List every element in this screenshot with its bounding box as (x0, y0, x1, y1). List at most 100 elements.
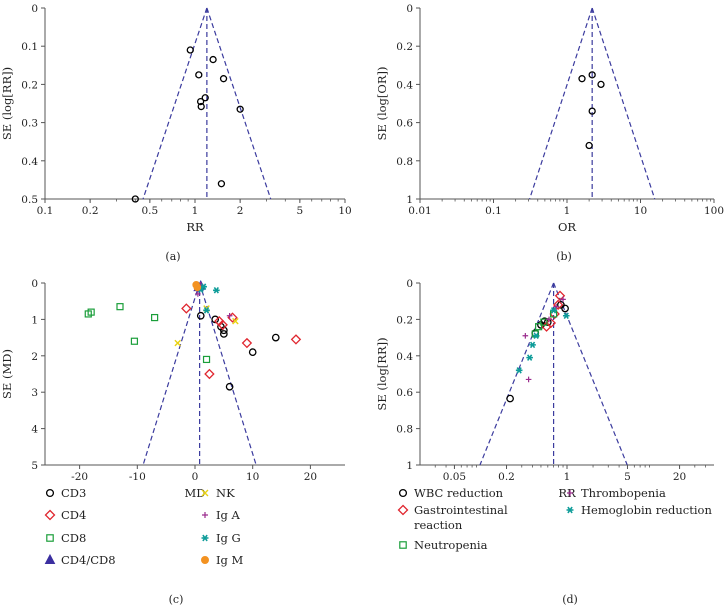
data-point (196, 97, 205, 106)
point-ig-g (203, 307, 210, 314)
point-cd4 (217, 319, 228, 331)
funnel-right-limit (553, 282, 628, 466)
data-point (588, 107, 596, 115)
point-cd3 (225, 382, 234, 391)
y-axis-label: SE (log[RR]) (375, 337, 389, 410)
point-cd8 (151, 313, 159, 322)
panel-b: 0.01 0.1 1 10 100 0 0.2 0.4 0.6 0.8 1 OR SE (log[OR]… (375, 3, 724, 234)
legend-item-ig-m: Ig M (201, 553, 244, 567)
funnel-right-limit (206, 7, 272, 200)
data-point (597, 80, 605, 89)
legend-marker (45, 488, 55, 498)
point-cd3 (271, 333, 280, 342)
y-tick-label: 4 (31, 424, 38, 436)
legend-item-cd3: CD3 (45, 486, 86, 500)
point-hemoglobin-reduction (529, 341, 536, 349)
legend-marker (44, 509, 56, 521)
legend-label: Ig M (216, 553, 244, 567)
legend-marker (201, 556, 209, 564)
y-tick-label: 3 (31, 387, 38, 399)
point-cd3 (211, 315, 220, 324)
y-tick-label: 0 (406, 3, 413, 15)
x-tick-label: 10 (338, 205, 351, 217)
legend-label: Gastrointestinal (414, 503, 508, 517)
x-axis-label: RR (186, 220, 204, 234)
panel-label-c: (c) (169, 593, 184, 606)
y-tick-label: 0 (31, 3, 38, 15)
funnel-right-limit (591, 7, 656, 200)
x-tick-label: 0.1 (37, 205, 54, 217)
point-gastrointestinal-reaction (554, 290, 566, 301)
x-tick-label: 1 (564, 471, 571, 483)
legend-label: Hemoglobin reduction (581, 503, 712, 517)
y-tick-label: 1 (31, 314, 38, 326)
legend-marker (201, 534, 209, 542)
y-tick-label: 0.4 (396, 351, 413, 363)
data-point (236, 105, 244, 113)
point-thrombopenia (553, 303, 559, 310)
point-ig-g (200, 283, 207, 290)
data-point (197, 102, 205, 111)
x-tick-label: -20 (71, 471, 88, 483)
y-tick-label: 0.2 (21, 79, 38, 91)
point-gastrointestinal-reaction (552, 299, 564, 311)
data-point (186, 46, 194, 54)
point-thrombopenia (525, 376, 532, 383)
y-tick-label: 0.3 (21, 118, 38, 130)
y-tick-label: 0.8 (396, 424, 413, 436)
point-ig-m (193, 283, 202, 292)
y-tick-label: 0 (31, 278, 38, 290)
data-point (578, 75, 586, 83)
x-tick-label: 20 (304, 471, 317, 483)
x-tick-label: 1 (564, 205, 571, 217)
x-tick-label: 1 (192, 205, 199, 217)
y-tick-label: 0.2 (396, 314, 413, 326)
x-tick-label: 0.2 (82, 205, 99, 217)
y-tick-label: 0.6 (396, 387, 413, 399)
legend-label: CD4/CD8 (61, 553, 116, 567)
x-tick-label: 0.01 (408, 205, 431, 217)
legend-item-cd4: CD4 (44, 508, 86, 522)
legend-label: Thrombopenia (581, 486, 666, 500)
point-cd8 (116, 303, 124, 311)
point-thrombopenia (560, 296, 566, 303)
funnel-left-limit (529, 7, 593, 200)
legend-label: CD3 (61, 486, 86, 500)
x-tick-label: 2 (237, 205, 244, 217)
point-neutropenia (535, 323, 543, 331)
point-cd4 (241, 337, 253, 349)
legend-marker (46, 534, 54, 542)
legend-marker (202, 512, 208, 518)
x-tick-label: 5 (297, 205, 304, 217)
y-tick-label: 5 (31, 460, 38, 472)
point-wbc-reduction (561, 304, 569, 313)
x-axis-label: OR (558, 220, 576, 234)
legend-marker (399, 541, 407, 549)
x-tick-label: -10 (129, 471, 146, 483)
x-tick-label: 0.05 (443, 471, 466, 483)
point-thrombopenia (546, 316, 552, 323)
legend-label: Ig G (216, 531, 241, 545)
point-hemoglobin-reduction (526, 354, 533, 361)
legend-item-ig-a: Ig A (202, 508, 241, 522)
point-cd8 (130, 337, 139, 345)
x-tick-label: 20 (673, 471, 686, 483)
point-cd3 (219, 330, 228, 338)
y-tick-label: 0.6 (396, 118, 413, 130)
funnel-left-limit (479, 282, 555, 466)
data-point (209, 55, 217, 64)
y-tick-label: 0.4 (21, 156, 38, 168)
x-tick-label: 5 (624, 471, 631, 483)
point-nk (174, 339, 181, 347)
x-tick-label: 0.2 (498, 471, 515, 483)
panel-c: -20 -10 0 10 20 0 1 2 3 4 5 MD SE (MD) (0, 278, 345, 500)
x-tick-label: 0.1 (485, 205, 502, 217)
y-axis-label: SE (log[RR]) (0, 67, 14, 140)
legend-item-wbc-reduction: WBC reduction (398, 486, 504, 500)
data-point (219, 75, 228, 83)
point-cd4 (204, 368, 215, 380)
x-axis-label: MD (185, 486, 206, 500)
